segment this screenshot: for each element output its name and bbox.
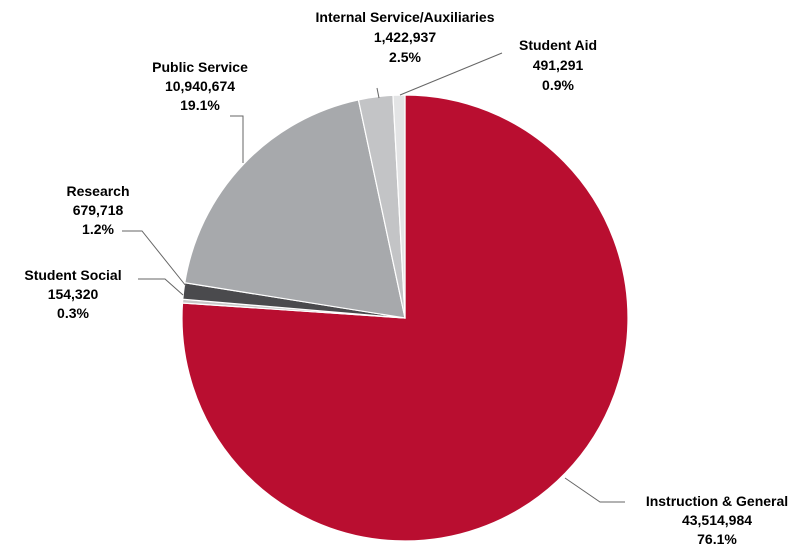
leader-line-public-service (230, 115, 244, 163)
leader-line-student-social (138, 278, 184, 296)
label-name-research: Research (66, 183, 129, 199)
leader-lines (122, 52, 625, 503)
label-percent-public-service: 19.1% (180, 97, 220, 113)
leader-line-research (122, 230, 187, 287)
slice-student-aid (392, 94, 406, 319)
label-percent-instruction-general: 76.1% (697, 531, 737, 545)
label-value-student-social: 154,320 (48, 286, 99, 302)
label-percent-internal-service: 2.5% (389, 49, 421, 65)
label-value-research: 679,718 (73, 202, 124, 218)
label-name-internal-service: Internal Service/Auxiliaries (316, 9, 495, 25)
label-value-public-service: 10,940,674 (165, 78, 235, 94)
label-name-public-service: Public Service (152, 59, 248, 75)
leader-line-student-aid (399, 52, 503, 96)
leader-line-instruction-general (564, 477, 625, 503)
slice-labels: Instruction & General 43,514,984 76.1% S… (24, 9, 788, 545)
label-name-instruction-general: Instruction & General (646, 493, 788, 509)
label-name-student-social: Student Social (24, 267, 121, 283)
label-value-instruction-general: 43,514,984 (682, 512, 752, 528)
label-percent-research: 1.2% (82, 221, 114, 237)
slice-instruction-general (181, 94, 629, 542)
pie-slices (181, 94, 629, 542)
label-percent-student-social: 0.3% (57, 305, 89, 321)
label-value-internal-service: 1,422,937 (374, 29, 436, 45)
leader-line-internal-service (376, 87, 380, 99)
label-value-student-aid: 491,291 (533, 57, 584, 73)
label-percent-student-aid: 0.9% (542, 77, 574, 93)
slice-public-service (184, 99, 406, 319)
label-name-student-aid: Student Aid (519, 37, 597, 53)
